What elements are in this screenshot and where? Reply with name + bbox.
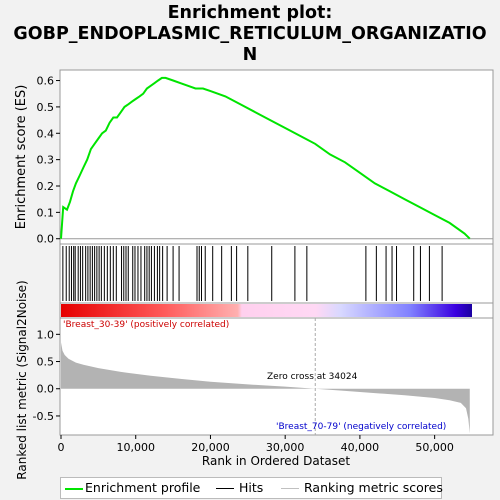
positive-correlation-label: 'Breast_30-39' (positively correlated) (63, 320, 229, 330)
metric-y-tick-label: 0.5 (37, 356, 55, 369)
es-y-tick-label: 0.5 (37, 101, 55, 114)
negative-correlation-label: 'Breast_70-79' (negatively correlated) (276, 422, 446, 432)
plot-title-line3: N (242, 45, 258, 65)
es-y-tick-label: 0.3 (37, 154, 55, 167)
metric-y-tick-label: 1.0 (37, 328, 55, 341)
x-tick-label: 40,000 (341, 441, 380, 454)
x-tick-label: 0 (58, 441, 65, 454)
x-tick-label: 50,000 (415, 441, 454, 454)
rank-color-bar (61, 304, 472, 317)
x-tick-label: 20,000 (191, 441, 230, 454)
es-y-tick-label: 0.4 (37, 127, 55, 140)
ranking-metric-area (61, 342, 470, 434)
metric-y-tick-label: 0.0 (37, 383, 55, 396)
plot-title-line2: GOBP_ENDOPLASMIC_RETICULUM_ORGANIZATIO (13, 24, 487, 44)
x-tick-label: 30,000 (266, 441, 305, 454)
es-y-axis-label: Enrichment score (ES) (14, 85, 29, 230)
legend: Enrichment profile Hits Ranking metric s… (60, 477, 443, 499)
x-tick-label: 10,000 (116, 441, 155, 454)
zero-cross-label: Zero cross at 34024 (267, 372, 358, 382)
metric-y-axis-label: Ranked list metric (Signal2Noise) (15, 280, 29, 479)
es-panel (59, 69, 494, 245)
legend-metric-swatch (281, 488, 299, 489)
legend-hits-swatch (216, 488, 234, 489)
enrichment-profile-line (60, 76, 471, 240)
es-y-tick-label: 0.6 (37, 75, 55, 88)
es-y-tick-label: 0.1 (37, 206, 55, 219)
legend-es-label: Enrichment profile (85, 480, 201, 495)
hits-panel (59, 243, 494, 304)
x-axis-label: Rank in Ordered Dataset (202, 454, 350, 468)
legend-metric-label: Ranking metric scores (304, 480, 443, 495)
metric-y-tick-label: -0.5 (33, 410, 54, 423)
es-y-tick-label: 0.0 (37, 233, 55, 246)
legend-es-swatch (65, 488, 83, 490)
plot-title-line1: Enrichment plot: (167, 3, 333, 23)
es-y-tick-label: 0.2 (37, 180, 55, 193)
legend-hits-label: Hits (239, 480, 264, 495)
